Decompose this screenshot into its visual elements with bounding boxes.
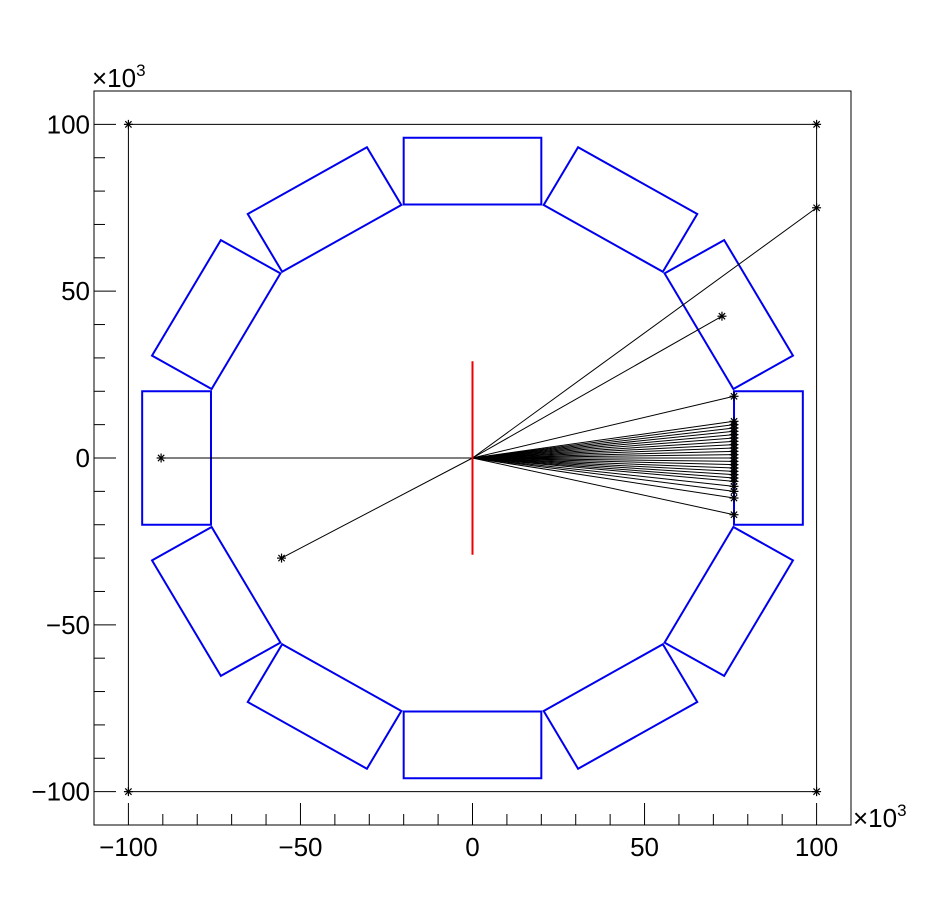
tracks xyxy=(156,203,822,563)
track-line xyxy=(472,457,735,476)
detector-module xyxy=(150,525,282,678)
track-line xyxy=(281,457,473,559)
track-line xyxy=(472,447,735,459)
track-line xyxy=(472,430,735,459)
track-line xyxy=(472,440,735,459)
track-line xyxy=(472,395,735,459)
track-line xyxy=(472,457,735,487)
detector-module xyxy=(246,642,403,771)
track-line xyxy=(472,454,735,459)
corner-marker xyxy=(812,119,822,129)
track-hit-marker xyxy=(729,391,739,401)
detector-module xyxy=(150,238,282,391)
detector-module xyxy=(141,390,212,526)
detector-module xyxy=(402,136,543,206)
detector-module xyxy=(402,710,543,780)
track-line xyxy=(472,434,735,459)
track-line xyxy=(472,457,735,469)
x-multiplier-label: ×103 xyxy=(853,801,907,833)
track-line xyxy=(472,437,735,459)
x-tick-label: −100 xyxy=(99,832,158,862)
track-line xyxy=(472,457,735,472)
y-tick-label: −100 xyxy=(31,777,90,807)
track-line xyxy=(472,424,735,459)
detector-modules xyxy=(141,136,804,780)
track-line xyxy=(472,315,723,459)
track-line xyxy=(472,450,735,459)
corner-marker xyxy=(812,787,822,797)
detector-module xyxy=(663,525,795,678)
y-tick-label: 100 xyxy=(47,109,90,139)
y-tick-label: −50 xyxy=(46,610,90,640)
track-line xyxy=(472,444,735,459)
world-boundary xyxy=(127,123,818,793)
track-hit-marker xyxy=(729,510,739,520)
track-line xyxy=(472,457,735,492)
track-line xyxy=(472,457,735,482)
corner-marker xyxy=(123,119,133,129)
detector-module xyxy=(663,238,795,391)
detector-module xyxy=(246,145,403,274)
track-hit-marker xyxy=(717,311,727,321)
track-hit-marker xyxy=(277,553,287,563)
track-line xyxy=(472,457,735,516)
track-line xyxy=(472,457,735,499)
track-line xyxy=(472,457,735,479)
x-tick-label: 50 xyxy=(630,832,659,862)
detector-module xyxy=(733,390,804,526)
x-tick-label: −50 xyxy=(278,832,322,862)
track-line xyxy=(472,207,817,459)
y-tick-label: 50 xyxy=(61,276,90,306)
track-line xyxy=(472,457,735,462)
detector-module xyxy=(542,145,699,274)
track-line xyxy=(472,457,735,466)
track-line xyxy=(472,427,735,459)
track-hit-marker xyxy=(156,453,166,463)
world-box xyxy=(123,119,822,797)
track-hit-marker xyxy=(729,416,739,426)
x-tick-label: 100 xyxy=(795,832,838,862)
track-line xyxy=(472,420,735,459)
axes: −100 −50 0 50 100 −100 −50 0 50 100 xyxy=(31,90,852,862)
y-multiplier-label: ×103 xyxy=(92,61,146,93)
corner-marker xyxy=(123,787,133,797)
track-hit-marker xyxy=(812,203,822,213)
x-tick-label: 0 xyxy=(465,832,479,862)
y-tick-label: 0 xyxy=(76,443,90,473)
detector-module xyxy=(542,642,699,771)
